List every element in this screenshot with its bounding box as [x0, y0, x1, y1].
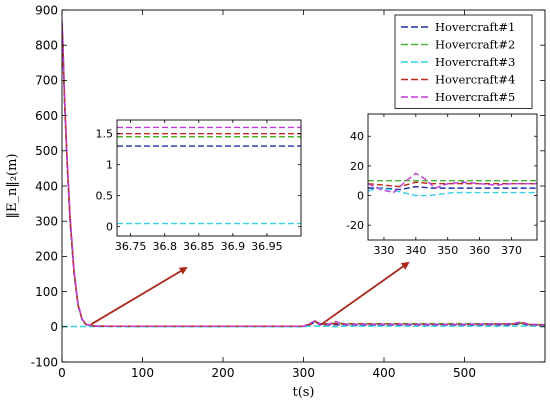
inset1-x-tick-label: 36.75 [115, 240, 147, 253]
inset1-y-tick-label: 1 [106, 159, 113, 172]
inset2-x-tick-label: 330 [373, 244, 394, 257]
legend-entry-1: Hovercraft#1 [435, 20, 515, 34]
inset2-y-tick-label: 0 [357, 189, 364, 202]
inset2-y-tick-label: 20 [350, 160, 364, 173]
inset1-x-tick-label: 36.85 [183, 240, 215, 253]
main-y-tick-label: 400 [35, 179, 58, 193]
inset1-x-tick-label: 36.95 [251, 240, 283, 253]
inset1-x-tick-label: 36.9 [221, 240, 246, 253]
main-series-line-5 [62, 20, 545, 327]
inset2-x-tick-label: 340 [405, 244, 426, 257]
inset2-x-tick-label: 350 [437, 244, 458, 257]
main-x-tick-label: 200 [212, 366, 235, 380]
inset2-background [368, 114, 537, 240]
main-y-tick-label: 700 [35, 74, 58, 88]
main-y-tick-label: 800 [35, 39, 58, 53]
main-y-tick-label: 200 [35, 250, 58, 264]
legend-entry-5: Hovercraft#5 [435, 90, 515, 104]
main-y-tick-label: 900 [35, 3, 58, 17]
inset1-background [117, 120, 301, 236]
main-y-tick-label: 100 [35, 285, 58, 299]
inset1-frame [116, 119, 302, 237]
inset2-series-group [368, 172, 537, 197]
inset1-y-tick-label: 0 [106, 221, 113, 234]
inset2-series-line-3 [368, 187, 537, 197]
inset1-x-tick-label: 36.8 [152, 240, 177, 253]
legend-entry-2: Hovercraft#2 [435, 38, 515, 52]
zoom-arrow-2 [320, 261, 410, 326]
zoom-arrow-1 [90, 266, 188, 326]
main-x-tick-label: 100 [131, 366, 154, 380]
inset2-panel: 330 340 350 360 370 -20 0 20 40 [346, 113, 538, 257]
inset1-y-tick-label: 0.5 [96, 190, 114, 203]
legend-entry-3: Hovercraft#3 [435, 55, 515, 69]
main-y-tick-label: 600 [35, 109, 58, 123]
main-y-tick-label: 0 [50, 320, 58, 334]
main-x-tick-label: 500 [453, 366, 476, 380]
main-y-tick-label: 300 [35, 215, 58, 229]
main-series-line-3 [62, 324, 545, 328]
inset2-series-line-4 [368, 181, 537, 188]
inset2-x-tick-label: 370 [501, 244, 522, 257]
main-x-tick-label: 0 [58, 366, 66, 380]
legend: Hovercraft#1 Hovercraft#2 Hovercraft#3 Hove… [394, 14, 533, 109]
y-axis-label: ‖E_n‖₂(m) [5, 153, 20, 218]
inset2-series-line-1 [368, 185, 537, 191]
inset2-y-tick-label: 40 [350, 130, 364, 143]
inset2-frame [367, 113, 538, 241]
main-y-tick-label: -100 [31, 355, 58, 369]
x-axis-label: t(s) [292, 385, 314, 400]
inset2-y-tick-label: -20 [346, 219, 364, 232]
inset1-y-tick-label: 1.5 [96, 128, 114, 141]
inset2-series-line-5 [368, 172, 537, 194]
main-x-tick-label: 400 [373, 366, 396, 380]
legend-entry-4: Hovercraft#4 [435, 73, 515, 87]
inset1-panel: 36.75 36.8 36.85 36.9 36.95 0 0.5 1 1.5 [96, 119, 302, 253]
main-x-tick-label: 300 [292, 366, 315, 380]
main-series-group [62, 20, 545, 328]
main-y-tick-label: 500 [35, 144, 58, 158]
inset1-series-group [117, 126, 301, 225]
inset2-x-tick-label: 360 [469, 244, 490, 257]
